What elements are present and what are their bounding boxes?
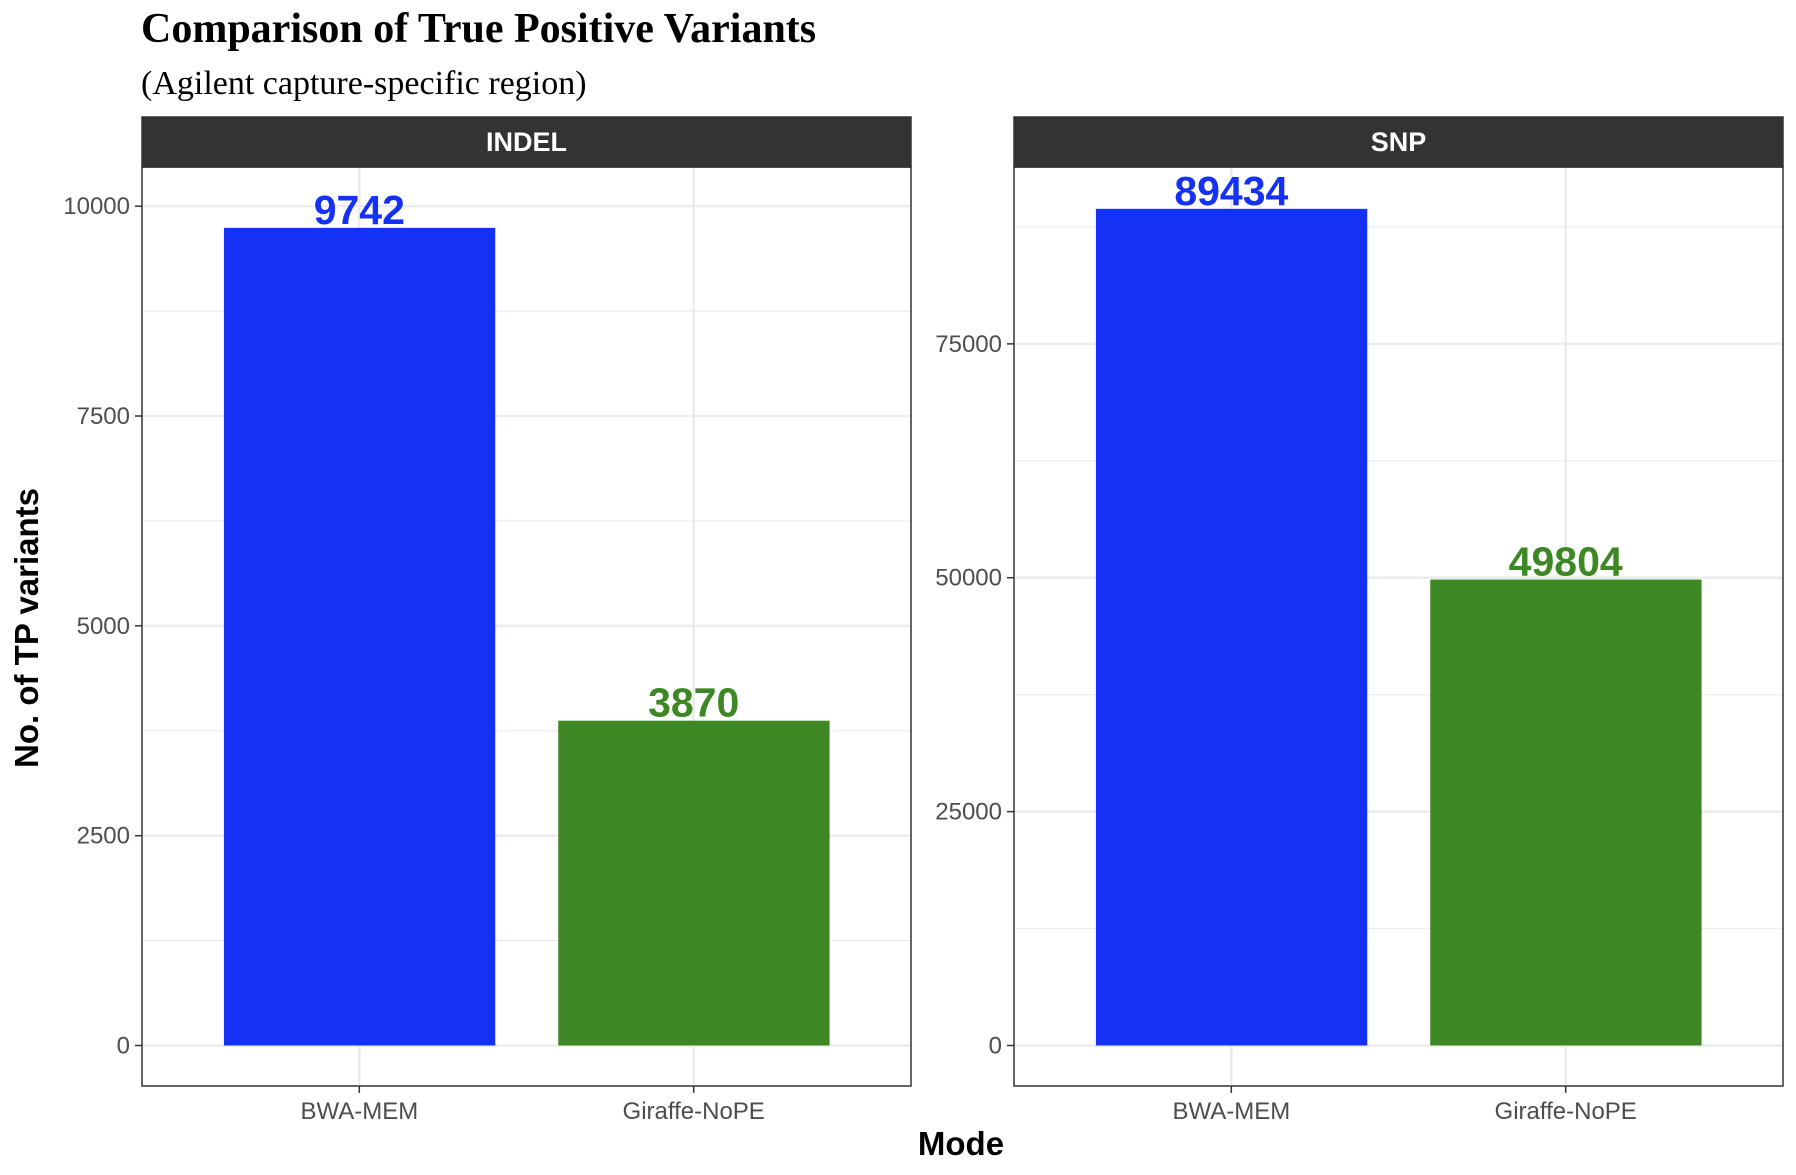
y-tick-label: 10000 (63, 193, 130, 220)
facet-strip-label: INDEL (486, 127, 567, 157)
y-tick-label: 5000 (77, 613, 130, 640)
chart-subtitle: (Agilent capture-specific region) (141, 65, 587, 102)
data-label: 3870 (648, 680, 739, 726)
x-tick-label: BWA-MEM (1172, 1098, 1290, 1125)
facet-strip (1013, 116, 1784, 168)
bar-giraffe-nope (1430, 579, 1702, 1046)
facet-strip-label: SNP (1371, 127, 1427, 157)
x-tick-label: Giraffe-NoPE (1495, 1098, 1637, 1125)
bar-bwa-mem (223, 227, 496, 1046)
data-label: 9742 (314, 187, 405, 233)
y-tick-label: 2500 (77, 823, 130, 850)
y-tick-label: 50000 (935, 565, 1002, 592)
y-tick-label: 25000 (935, 799, 1002, 826)
y-axis-title: No. of TP variants (8, 488, 45, 768)
data-label: 89434 (1174, 168, 1288, 214)
y-tick-label: 75000 (935, 331, 1002, 358)
y-tick-label: 0 (989, 1033, 1002, 1060)
facet-panels: 0 2500 5000 7500 10000 9742 BWA-MEM 3870 Giraffe… (63, 116, 1784, 1125)
bar-giraffe-nope (558, 720, 830, 1046)
facet-panel-indel: 0 2500 5000 7500 10000 9742 BWA-MEM 3870 Giraffe… (63, 116, 912, 1125)
y-tick-label: 7500 (77, 403, 130, 430)
x-tick-label: BWA-MEM (300, 1098, 418, 1125)
bar-bwa-mem (1095, 208, 1368, 1046)
x-tick-label: Giraffe-NoPE (623, 1098, 765, 1125)
facet-strip (141, 116, 912, 168)
x-axis-title: Mode (918, 1125, 1004, 1162)
y-tick-label: 0 (117, 1033, 130, 1060)
data-label: 49804 (1509, 539, 1623, 585)
chart-title: Comparison of True Positive Variants (141, 6, 816, 52)
facet-panel-snp: 0 25000 50000 75000 89434 BWA-MEM 49804 Giraffe… (935, 116, 1784, 1125)
